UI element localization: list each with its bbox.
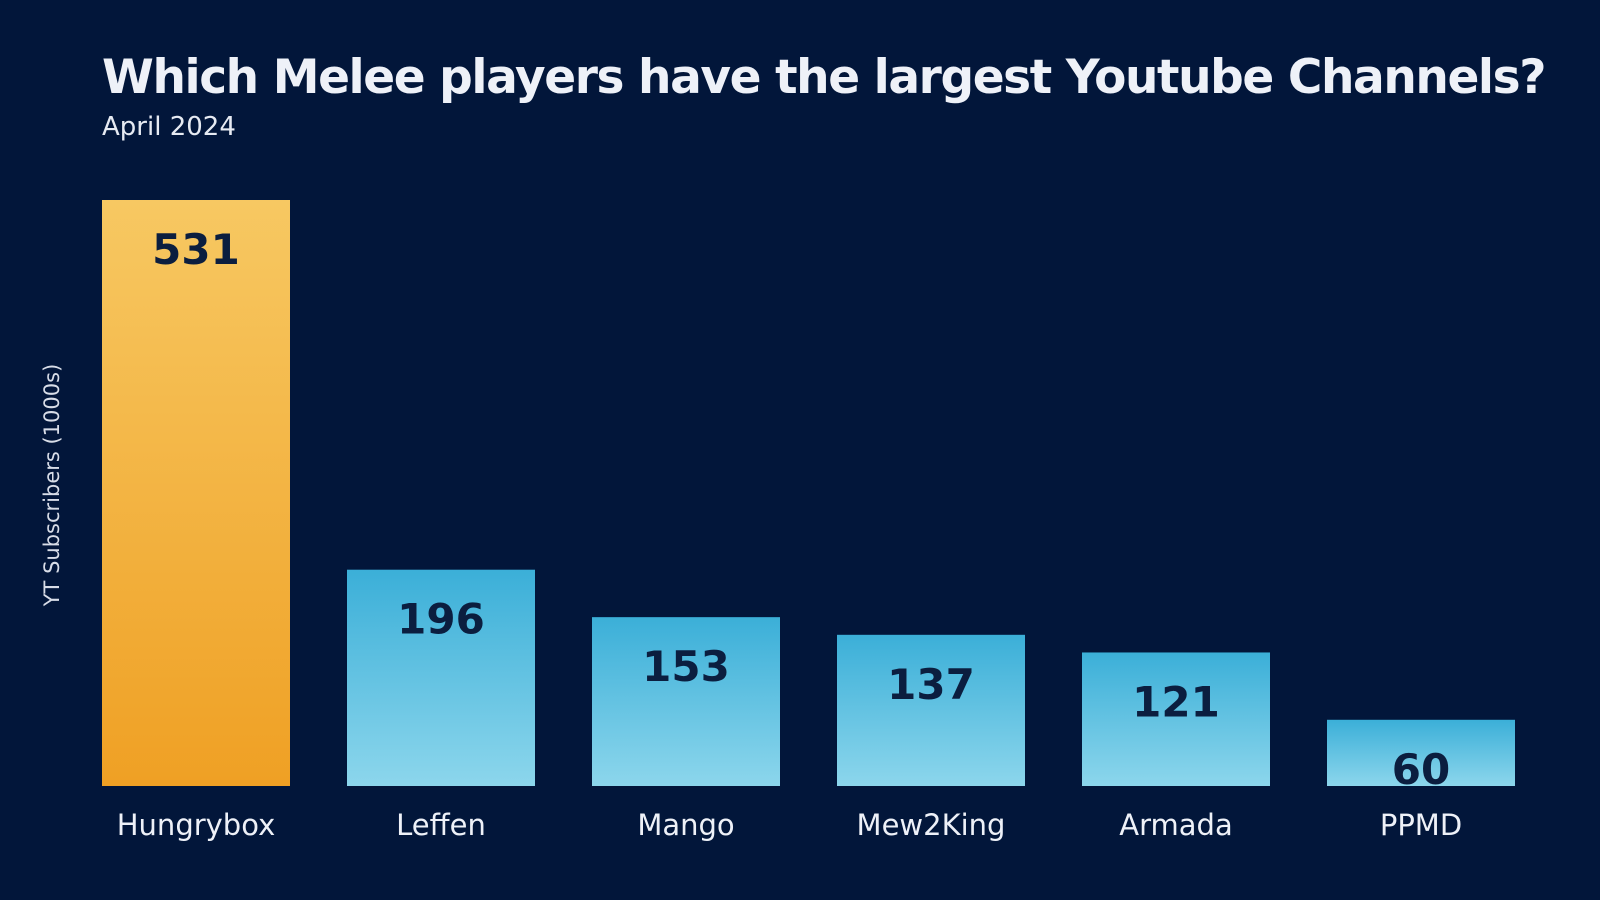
bar-hungrybox [102, 200, 290, 786]
category-label-mango: Mango [637, 808, 734, 842]
chart-subtitle: April 2024 [102, 112, 236, 142]
chart-title: Which Melee players have the largest You… [102, 50, 1546, 105]
bar-mew2king [837, 634, 1025, 786]
category-label-mew2king: Mew2King [857, 808, 1006, 842]
bar-ppmd [1327, 719, 1515, 786]
value-label-leffen: 196 [397, 595, 485, 644]
bar-leffen [347, 569, 535, 786]
value-label-armada: 121 [1132, 677, 1220, 726]
bar-armada [1082, 652, 1270, 786]
value-label-ppmd: 60 [1392, 745, 1450, 794]
category-label-armada: Armada [1119, 808, 1232, 842]
value-label-hungrybox: 531 [152, 225, 240, 274]
value-label-mango: 153 [642, 642, 730, 691]
value-label-mew2king: 137 [887, 660, 975, 709]
bars-layer: 531 Hungrybox 196 Leffen 153 Mango 137 Mew2King… [102, 200, 1515, 842]
category-label-ppmd: PPMD [1380, 808, 1462, 842]
category-label-leffen: Leffen [396, 808, 486, 842]
category-label-hungrybox: Hungrybox [117, 808, 275, 842]
bar-mango [592, 617, 780, 786]
